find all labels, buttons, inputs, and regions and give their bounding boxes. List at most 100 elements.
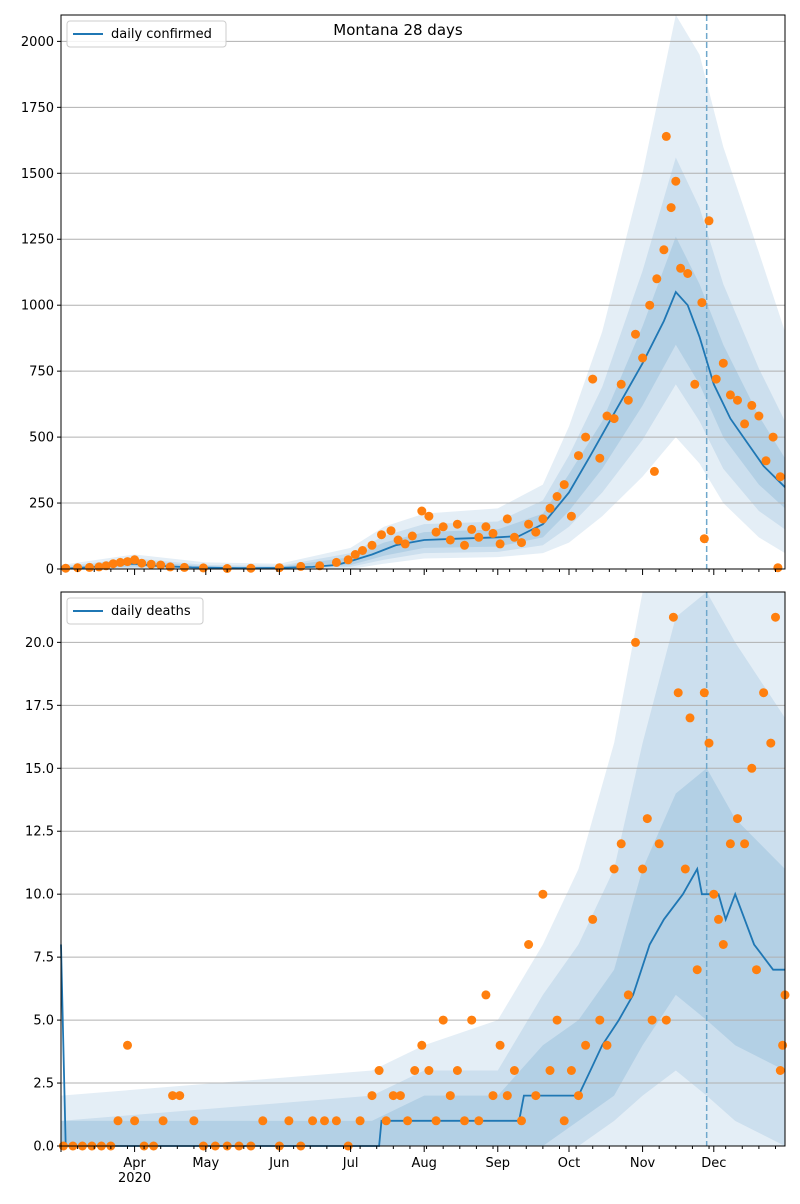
deaths-data-point — [638, 864, 648, 874]
deaths-data-point — [495, 1040, 505, 1050]
legend-confirmed-label: daily confirmed — [111, 27, 212, 42]
confirmed-series-line — [60, 290, 786, 570]
deaths-data-point — [623, 990, 633, 1000]
deaths-data-point — [388, 1091, 398, 1101]
confirmed-data-point — [73, 563, 83, 573]
confirmed-data-point — [156, 560, 166, 570]
deaths-data-point — [481, 990, 491, 1000]
deaths-series-line — [60, 866, 785, 1147]
deaths-data-point — [258, 1116, 268, 1126]
confirmed-y-tick-label: 250 — [29, 497, 54, 512]
confirmed-data-point — [671, 176, 681, 186]
deaths-data-point — [602, 1040, 612, 1050]
confirmed-data-point — [704, 216, 714, 226]
confirmed-data-point — [474, 532, 484, 542]
confirmed-data-point — [697, 298, 707, 308]
confirmed-y-tick-label: 1750 — [21, 101, 54, 116]
deaths-data-point — [381, 1116, 391, 1126]
deaths-data-point — [752, 965, 761, 975]
confirmed-data-point — [733, 395, 742, 405]
deaths-data-point — [692, 965, 702, 975]
deaths-y-tick-label: 17.5 — [25, 699, 54, 714]
confirmed-data-point — [747, 400, 757, 410]
deaths-data-point — [581, 1040, 591, 1050]
deaths-panel: 0.0 2.5 5.0 7.5 10.0 12.5 15.0 17.5 20.0 Apr2020… — [25, 591, 790, 1186]
confirmed-data-point — [467, 524, 477, 534]
deaths-data-point — [545, 1066, 555, 1075]
deaths-bands — [61, 592, 785, 1146]
deaths-points — [58, 612, 790, 1151]
deaths-data-point — [661, 1015, 671, 1025]
confirmed-data-point — [545, 503, 555, 513]
deaths-data-point — [631, 637, 640, 647]
chart-title: Montana 28 days — [333, 21, 463, 39]
confirmed-data-point — [407, 531, 417, 541]
confirmed-data-point — [761, 456, 771, 466]
confirmed-y-tick-label: 500 — [29, 431, 54, 446]
confirmed-data-point — [123, 557, 132, 567]
deaths-data-point — [403, 1116, 413, 1126]
deaths-data-point — [460, 1116, 469, 1126]
deaths-data-point — [123, 1040, 132, 1050]
confirmed-data-point — [649, 466, 659, 476]
confirmed-data-point — [367, 540, 377, 550]
x-tick-label: Sep — [486, 1156, 511, 1171]
deaths-y-tick-label: 10.0 — [25, 888, 54, 903]
deaths-data-point — [733, 814, 742, 824]
confirmed-data-point — [377, 530, 386, 540]
deaths-data-point — [714, 914, 723, 924]
deaths-band-inner — [61, 768, 785, 1146]
deaths-data-point — [588, 914, 598, 924]
deaths-data-point — [168, 1091, 178, 1101]
confirmed-data-point — [400, 539, 410, 549]
confirmed-data-point — [315, 561, 325, 571]
confirmed-data-point — [165, 562, 175, 572]
confirmed-data-point — [502, 514, 512, 524]
deaths-data-point — [438, 1015, 448, 1025]
confirmed-data-point — [623, 395, 633, 405]
x-tick-label: Apr — [123, 1156, 146, 1171]
confirmed-data-point — [343, 555, 353, 565]
deaths-data-point — [685, 713, 695, 723]
confirmed-data-point — [445, 535, 455, 545]
deaths-data-point — [374, 1066, 384, 1075]
deaths-data-point — [566, 1066, 576, 1075]
x-tick-label: Jul — [342, 1156, 359, 1171]
confirmed-data-point — [645, 300, 655, 310]
confirmed-data-point — [393, 535, 403, 545]
deaths-data-point — [725, 839, 735, 849]
confirmed-data-point — [198, 563, 208, 573]
deaths-data-point — [355, 1116, 365, 1126]
deaths-data-point — [424, 1066, 434, 1075]
confirmed-data-point — [725, 390, 735, 400]
confirmed-data-point — [517, 538, 526, 548]
confirmed-y-tick-label: 750 — [29, 365, 54, 380]
confirmed-data-point — [676, 263, 686, 273]
confirmed-points — [61, 131, 785, 573]
deaths-line — [60, 866, 785, 1147]
deaths-data-point — [158, 1116, 168, 1126]
x-tick-label: May — [192, 1156, 219, 1171]
deaths-data-point — [654, 839, 664, 849]
confirmed-y-tick-label: 1250 — [21, 233, 54, 248]
deaths-y-axis: 0.0 2.5 5.0 7.5 10.0 12.5 15.0 17.5 20.0 — [25, 636, 61, 1155]
confirmed-data-point — [488, 528, 498, 538]
confirmed-data-point — [773, 563, 783, 573]
deaths-data-point — [647, 1015, 657, 1025]
confirmed-data-point — [538, 514, 548, 524]
confirmed-data-point — [386, 526, 396, 536]
deaths-data-point — [509, 1066, 519, 1075]
deaths-data-point — [775, 1066, 785, 1075]
confirmed-band-inner — [61, 236, 785, 569]
confirmed-y-axis: 0 250 500 750 1000 1250 1500 1750 2000 — [21, 35, 61, 578]
confirmed-data-point — [588, 374, 598, 384]
x-tick-label: Aug — [411, 1156, 436, 1171]
deaths-data-point — [531, 1091, 541, 1101]
deaths-data-point — [538, 889, 548, 899]
confirmed-y-tick-label: 0 — [46, 563, 54, 578]
deaths-data-point — [680, 864, 690, 874]
deaths-data-point — [474, 1116, 484, 1126]
confirmed-data-point — [602, 411, 612, 421]
